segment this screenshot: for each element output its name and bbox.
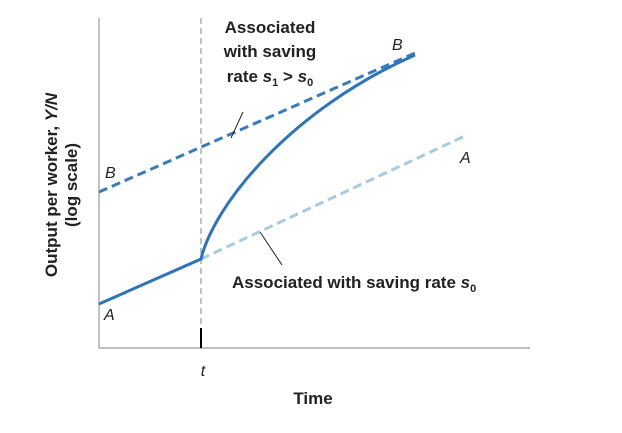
path-label: A: [103, 307, 115, 324]
y-axis-label-part: Output per worker,: [42, 121, 61, 277]
path-a-dashed: [200, 133, 468, 261]
annotation-part: s: [298, 67, 307, 86]
leader-upper: [230, 111, 244, 139]
annotation-part: 0: [307, 77, 313, 89]
y-axis-label-part: Y/N: [42, 92, 61, 121]
annotation-part: s: [461, 273, 470, 292]
annotation-part: 0: [470, 283, 476, 295]
path-b-dashed: [98, 51, 416, 194]
path-label: B: [392, 37, 403, 54]
x-tick-label: t: [201, 363, 206, 380]
actual-path: [98, 53, 416, 306]
annotation: rate s1 > s0: [227, 67, 313, 89]
path-label: B: [105, 165, 116, 182]
annotation-part: rate: [227, 67, 263, 86]
annotation: Associated: [225, 18, 316, 37]
annotation-part: >: [278, 67, 297, 86]
annotation-part: s: [263, 67, 272, 86]
y-axis-label: Output per worker, Y/N: [42, 92, 61, 277]
annotation: Associated with saving rate s0: [232, 273, 476, 295]
y-axis-note: (log scale): [62, 143, 81, 227]
annotation: with saving: [223, 42, 317, 61]
path-label: A: [459, 150, 471, 167]
x-axis-label: Time: [293, 389, 332, 408]
annotation-part: 1: [272, 77, 278, 89]
leader-lower: [259, 231, 283, 266]
annotation-part: Associated with saving rate: [232, 273, 461, 292]
